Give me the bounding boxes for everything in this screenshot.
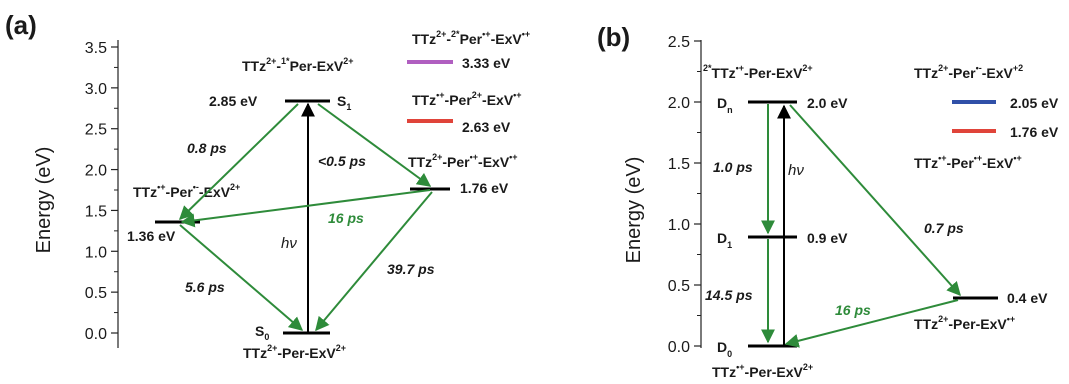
legend-a-item1-value: 3.33 eV (462, 55, 511, 71)
arrow-ct1-to-s0 (179, 224, 304, 331)
level-d1-value: 0.9 eV (807, 230, 848, 246)
panel-a-y-tick-label: 3.0 (85, 81, 107, 98)
state-dn-label: 2*TTz•+-Per-ExV2+ (703, 63, 813, 81)
panel-a-y-tick-label: 1.5 (85, 203, 107, 220)
legend-a-item1-title: TTz2+-2*Per•+-ExV•+ (412, 29, 530, 47)
level-ct2-value: 1.76 eV (460, 180, 509, 196)
level-ct1-value: 1.36 eV (127, 228, 176, 244)
panel-a-y-tick-label: 3.5 (85, 40, 107, 57)
panel-a-y-tick-label: 0.0 (85, 326, 107, 343)
panel-b-y-tick-label: 1.0 (668, 217, 690, 234)
panel-b-label: (b) (597, 22, 630, 52)
arrow-ct2-to-s0 (315, 191, 433, 332)
panel-b-y-tick-label: 0.0 (668, 339, 690, 356)
legend-b-top-state: TTz2+-Per•--ExV+2 (914, 63, 1023, 81)
arrow-ct-to-d0 (784, 299, 959, 348)
panel-b-y-tick-label: 1.5 (668, 156, 690, 173)
level-dn-value: 2.0 eV (807, 95, 848, 111)
state-d0-label: TTz•+-Per-ExV2+ (712, 362, 813, 380)
arrow-s1-to-ct2 (317, 103, 432, 187)
panel-a: (a) Energy (eV) 0.0 0.5 1.0 1.5 2.0 2.5 3.0 3.5… (5, 10, 530, 361)
time-dn-d1: 1.0 ps (713, 159, 753, 175)
panel-a-y-tick-label: 0.5 (85, 285, 107, 302)
time-d1-d0: 14.5 ps (705, 287, 753, 303)
level-s0-name: S0 (255, 323, 269, 342)
hv-label-a: hν (281, 235, 297, 252)
time-ct-d0: 16 ps (835, 302, 871, 318)
panel-a-y-ticks: 0.0 0.5 1.0 1.5 2.0 2.5 3.0 3.5 (85, 40, 118, 343)
arrow-ct2-to-ct1 (180, 189, 431, 228)
panel-b-y-ticks: 0.0 0.5 1.0 1.5 2.0 2.5 (668, 34, 701, 356)
state-s1-label: TTz2+-1*Per-ExV2+ (242, 56, 354, 74)
state-ct-b-label: TTz2+-Per-ExV•+ (914, 314, 1015, 332)
state-ct2-label: TTz2+-Per•+-ExV•+ (408, 152, 518, 170)
panel-b-y-tick-label: 0.5 (668, 278, 690, 295)
level-d1-name: D1 (717, 230, 732, 250)
time-dn-ct: 0.7 ps (924, 220, 964, 236)
panel-a-label: (a) (5, 10, 37, 40)
state-ct1-label: TTz•+-Per•--ExV2+ (133, 182, 240, 200)
hv-label-b: hν (788, 162, 804, 179)
legend-b-bottom-state: TTz•+-Per•+-ExV•+ (914, 153, 1022, 171)
level-s1-name: S1 (337, 93, 351, 112)
level-dn-name: Dn (717, 95, 733, 115)
legend-b-item1-value: 2.05 eV (1010, 95, 1059, 111)
panel-b: (b) Energy (eV) 0.0 0.5 1.0 1.5 2.0 2.5 2.0 e… (597, 22, 1059, 380)
time-ct2-ct1: 16 ps (328, 210, 364, 226)
level-d0-name: D0 (717, 339, 732, 359)
time-ct2-s0: 39.7 ps (387, 261, 435, 277)
time-s1-ct1: 0.8 ps (187, 140, 227, 156)
level-s1-value: 2.85 eV (209, 93, 258, 109)
arrow-s1-to-ct1 (178, 103, 299, 220)
panel-a-y-tick-label: 1.0 (85, 244, 107, 261)
panel-a-y-axis-label: Energy (eV) (33, 147, 55, 254)
legend-b-item2-value: 1.76 eV (1010, 124, 1059, 140)
panel-b-y-tick-label: 2.0 (668, 95, 690, 112)
legend-a-item2-title: TTz•+-Per2+-ExV•+ (412, 90, 522, 108)
panel-a-y-tick-label: 2.0 (85, 163, 107, 180)
panel-a-y-tick-label: 2.5 (85, 122, 107, 139)
state-s0-label: TTz2+-Per-ExV2+ (243, 343, 346, 361)
time-s1-ct2: <0.5 ps (318, 153, 366, 169)
level-ct-b-value: 0.4 eV (1007, 290, 1048, 306)
panel-b-y-axis-label: Energy (eV) (623, 157, 645, 264)
panel-b-y-tick-label: 2.5 (668, 34, 690, 51)
arrow-dn-to-ct (789, 104, 961, 297)
legend-a-item2-value: 2.63 eV (462, 119, 511, 135)
time-ct1-s0: 5.6 ps (185, 279, 225, 295)
